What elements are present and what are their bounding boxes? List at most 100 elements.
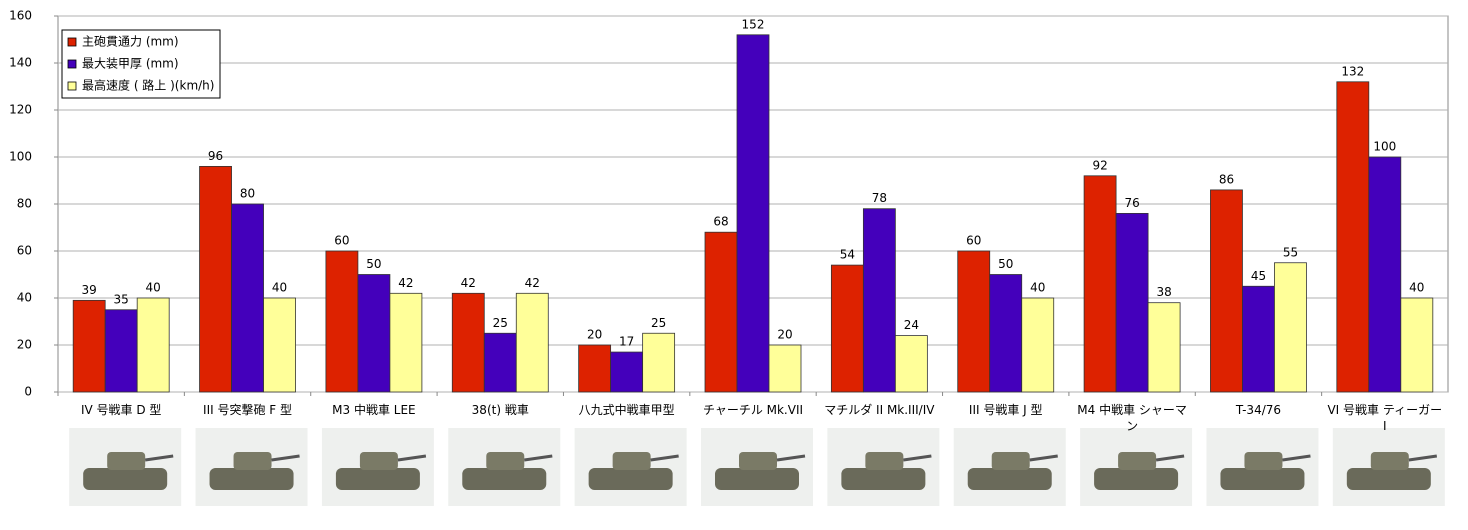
data-label: 40: [1409, 281, 1424, 295]
data-label: 152: [742, 17, 765, 31]
legend-label: 最高速度 ( 路上 )(km/h): [82, 78, 214, 93]
bar: [989, 274, 1023, 393]
data-label: 45: [1251, 269, 1266, 283]
tank-hull: [209, 468, 294, 490]
tank-hull: [967, 468, 1052, 490]
data-label: 40: [1030, 281, 1045, 295]
data-label: 132: [1341, 64, 1364, 78]
tank-turret: [107, 452, 146, 470]
data-label: 96: [208, 149, 223, 163]
bar: [104, 309, 138, 393]
bar: [957, 250, 991, 393]
data-label: 60: [966, 234, 981, 248]
data-label: 42: [525, 276, 540, 290]
data-label: 55: [1283, 245, 1298, 259]
tank-turret: [1370, 452, 1409, 470]
x-tick-label: III 号戦車 J 型: [968, 403, 1043, 417]
tank-gun: [144, 454, 174, 462]
tank-turret: [1244, 452, 1283, 470]
tank-gun: [903, 454, 932, 462]
tank-gun: [776, 454, 806, 462]
x-tick-label: 八九式中戦車甲型: [578, 403, 675, 417]
bar: [1400, 297, 1434, 393]
tank-hull: [841, 468, 926, 490]
data-label: 80: [240, 187, 255, 201]
tank-turret: [739, 452, 777, 470]
data-label: 50: [998, 257, 1013, 271]
bar: [325, 250, 359, 393]
x-tick-label: IV 号戦車 D 型: [80, 403, 162, 417]
bar: [231, 203, 264, 393]
bar: [862, 208, 896, 393]
bar: [578, 344, 612, 393]
tank-turret: [612, 452, 651, 470]
tank-turret: [233, 452, 272, 470]
tank-hull: [1346, 468, 1431, 490]
y-tick-label: 20: [17, 338, 32, 352]
data-label: 25: [493, 316, 508, 330]
bar: [515, 292, 549, 393]
data-label: 92: [1092, 158, 1107, 172]
bar: [1368, 156, 1402, 393]
tank-hull: [1220, 468, 1305, 490]
data-label: 40: [146, 281, 161, 295]
bar: [830, 264, 864, 393]
y-tick-label: 60: [17, 244, 32, 258]
tank-turret: [486, 452, 525, 470]
data-label: 35: [114, 292, 129, 306]
x-tick-label: チャーチル Mk.VII: [702, 403, 804, 417]
tank-hull: [715, 468, 799, 490]
bar: [263, 297, 296, 393]
bar: [1210, 189, 1243, 393]
bar: [610, 351, 644, 393]
data-label: 42: [398, 276, 413, 290]
y-tick-label: 80: [17, 197, 32, 211]
data-label: 39: [82, 283, 97, 297]
tank-gun: [1155, 454, 1185, 462]
y-tick-label: 0: [24, 385, 32, 399]
data-label: 100: [1373, 140, 1396, 154]
y-tick-label: 120: [9, 103, 32, 117]
data-label: 76: [1124, 196, 1139, 210]
data-label: 24: [904, 318, 919, 332]
tank-hull: [335, 468, 420, 490]
bar: [1336, 81, 1370, 393]
tank-gun: [524, 454, 553, 462]
data-label: 60: [334, 234, 349, 248]
legend-label: 最大装甲厚 (mm): [82, 57, 179, 71]
tank-hull: [588, 468, 673, 490]
x-tick-label: T-34/76: [1235, 403, 1282, 417]
x-tick-label: VI 号戦車 ティーガー I: [1327, 403, 1443, 433]
legend-swatch: [67, 37, 77, 47]
legend-swatch: [67, 81, 77, 91]
legend-label: 主砲貫通力 (mm): [82, 35, 179, 49]
bar: [389, 292, 423, 393]
legend-swatch: [67, 59, 77, 69]
x-tick-label: 38(t) 戦車: [471, 403, 529, 417]
data-label: 40: [272, 281, 287, 295]
bar: [1147, 302, 1181, 393]
y-tick-label: 100: [9, 150, 32, 164]
tank-gun: [1029, 454, 1058, 462]
bar: [1021, 297, 1055, 393]
bar: [72, 299, 106, 393]
data-label: 42: [461, 276, 476, 290]
data-label: 38: [1156, 285, 1171, 299]
tank-gun: [397, 454, 427, 462]
bar: [704, 231, 738, 393]
tank-gun: [650, 454, 679, 462]
x-tick-label: マチルダ II Mk.III/IV: [824, 403, 935, 417]
x-tick-label: M4 中戦車 シャーマン: [1077, 403, 1187, 433]
y-tick-label: 140: [9, 56, 32, 70]
tank-turret: [865, 452, 904, 470]
y-tick-label: 40: [17, 291, 32, 305]
bar: [736, 34, 770, 393]
y-tick-label: 160: [9, 9, 32, 23]
tank-hull: [462, 468, 547, 490]
tank-gun: [1282, 454, 1311, 462]
bar: [136, 297, 170, 393]
x-tick-label: III 号突撃砲 F 型: [203, 403, 293, 417]
bar: [1274, 262, 1307, 393]
